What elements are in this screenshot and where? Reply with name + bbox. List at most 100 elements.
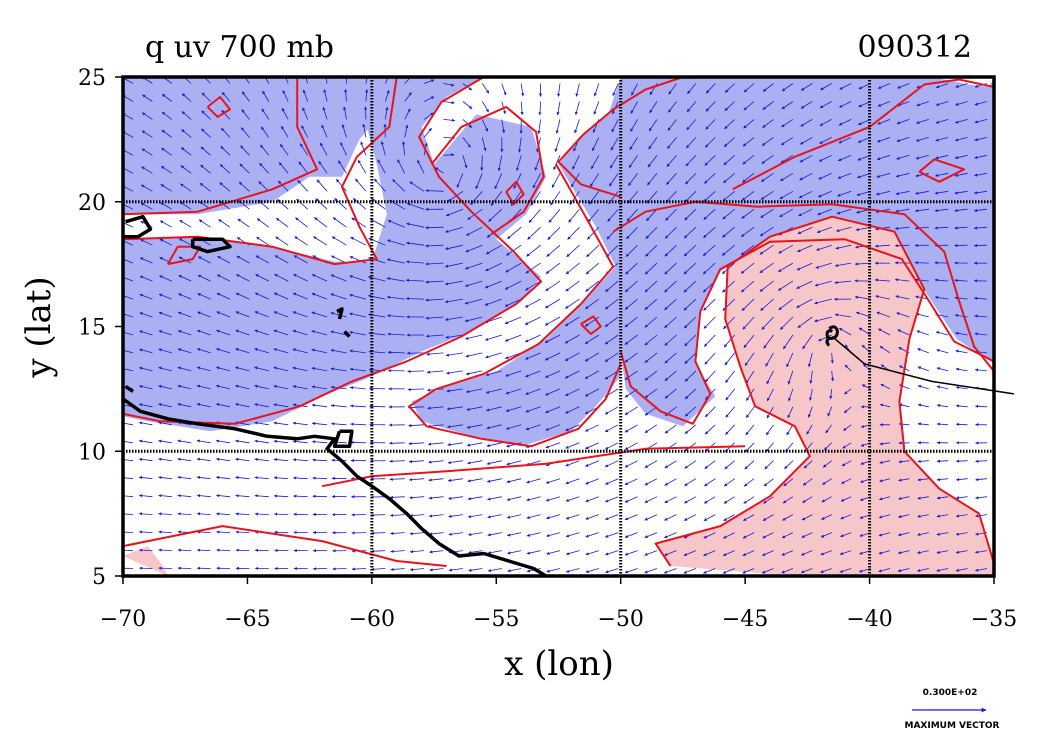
wind-vector	[177, 330, 192, 336]
wind-vector	[123, 275, 134, 282]
wind-vector	[429, 568, 444, 572]
wind-vector	[605, 568, 619, 574]
wind-vector	[664, 262, 677, 275]
wind-vector	[914, 208, 929, 213]
wind-vector	[273, 512, 289, 516]
wind-vector	[584, 316, 600, 327]
wind-vector	[161, 111, 173, 120]
wind-vector	[179, 238, 192, 246]
wind-vector	[584, 388, 599, 397]
wind-vector	[158, 330, 172, 336]
wind-vector	[843, 406, 852, 414]
wind-vector	[935, 137, 949, 142]
wind-vector	[216, 548, 231, 552]
wind-vector	[254, 311, 269, 318]
wind-vector	[464, 262, 483, 270]
wind-vector	[822, 460, 832, 468]
wind-vector	[311, 403, 328, 408]
wind-vector	[161, 129, 173, 138]
wind-vector	[349, 312, 366, 318]
wind-vector	[624, 568, 638, 574]
wind-vector	[311, 311, 328, 318]
wind-vector	[703, 208, 716, 220]
wind-vector	[177, 384, 192, 390]
wind-vector	[955, 514, 968, 518]
wind-vector	[161, 93, 173, 102]
wind-vector	[280, 125, 289, 138]
wind-vector	[525, 370, 541, 378]
wind-vector	[740, 244, 755, 256]
wind-vector	[838, 154, 852, 162]
wind-vector	[722, 226, 735, 238]
wind-vector	[585, 442, 599, 450]
wind-vector	[435, 167, 444, 174]
wind-vector	[895, 295, 910, 300]
wind-vector	[565, 532, 580, 538]
wind-vector	[875, 190, 891, 196]
wind-vector	[407, 369, 425, 373]
dry-region	[123, 77, 542, 432]
wind-vector	[545, 370, 561, 378]
wind-vector	[295, 217, 308, 228]
wind-vector	[488, 208, 503, 222]
wind-vector	[766, 388, 774, 402]
wind-vector	[525, 388, 541, 395]
wind-vector	[445, 226, 464, 233]
wind-vector	[878, 328, 891, 336]
wind-vector	[360, 141, 367, 156]
wind-vector	[724, 460, 735, 470]
wind-vector	[761, 316, 774, 330]
wind-vector	[664, 370, 677, 382]
wind-vector	[975, 568, 988, 572]
wind-vector	[837, 190, 852, 197]
wind-vector	[838, 137, 852, 144]
wind-vector	[486, 442, 502, 448]
wind-vector	[936, 514, 949, 518]
wind-vector	[447, 460, 463, 465]
wind-vector	[545, 388, 561, 396]
wind-vector	[386, 258, 405, 264]
wind-vector	[532, 173, 541, 189]
wind-vector	[564, 334, 580, 344]
wind-vector	[138, 494, 153, 498]
wind-vector	[683, 514, 697, 521]
wind-vector	[644, 406, 658, 416]
wind-vector	[704, 334, 716, 347]
y-tick-label: 15	[78, 316, 106, 341]
wind-vector	[604, 298, 619, 310]
wind-vector	[704, 155, 716, 166]
chart-title: q uv 700 mb	[145, 30, 334, 65]
wind-vector	[546, 244, 561, 257]
wind-vector	[506, 514, 522, 519]
wind-vector	[444, 298, 463, 304]
wind-vector	[235, 348, 250, 354]
wind-vector	[487, 514, 502, 519]
wind-vector	[526, 244, 541, 257]
wind-vector	[301, 125, 309, 138]
wind-vector	[723, 316, 735, 330]
wind-vector	[629, 137, 638, 150]
wind-vector	[216, 494, 231, 498]
wind-vector	[486, 460, 502, 465]
wind-vector	[936, 496, 949, 500]
wind-vector	[626, 208, 638, 222]
wind-vector	[505, 424, 522, 430]
wind-vector	[254, 366, 269, 372]
wind-vector	[158, 475, 172, 480]
wind-vector	[235, 292, 250, 300]
wind-vector	[181, 129, 192, 138]
wind-vector	[684, 406, 697, 417]
wind-vector	[725, 388, 736, 401]
wind-vector	[371, 567, 386, 571]
wind-vector	[803, 460, 813, 469]
wind-vector	[311, 421, 328, 426]
wind-vector	[565, 442, 580, 449]
wind-vector	[530, 191, 541, 206]
wind-vector	[821, 514, 832, 520]
wind-vector	[258, 181, 270, 192]
wind-vector	[334, 198, 347, 210]
wind-vector	[544, 316, 561, 326]
wind-vector	[406, 222, 425, 228]
wind-vector	[781, 532, 794, 539]
